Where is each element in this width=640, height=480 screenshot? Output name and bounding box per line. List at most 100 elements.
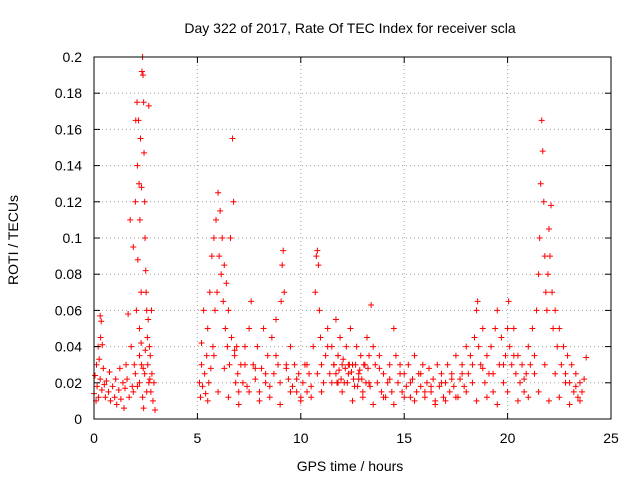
- data-point: [469, 379, 476, 386]
- data-point: [430, 376, 437, 383]
- data-point: [135, 117, 142, 124]
- data-point: [477, 361, 484, 368]
- data-point: [342, 365, 349, 372]
- data-point: [127, 216, 134, 223]
- data-point: [220, 298, 227, 305]
- data-point: [211, 307, 218, 314]
- data-point: [235, 401, 242, 408]
- data-point: [345, 370, 352, 377]
- data-point: [428, 383, 435, 390]
- data-point: [136, 325, 143, 332]
- data-point: [131, 361, 138, 368]
- data-point: [138, 68, 145, 75]
- data-point: [287, 343, 294, 350]
- data-point: [368, 301, 375, 308]
- data-point: [543, 307, 550, 314]
- data-point: [98, 318, 105, 325]
- data-point: [95, 394, 102, 401]
- data-point: [376, 365, 383, 372]
- data-point: [132, 198, 139, 205]
- data-point: [363, 334, 370, 341]
- data-point: [285, 376, 292, 383]
- data-point: [138, 339, 145, 346]
- y-axis-label: ROTI / TECUs: [5, 195, 21, 285]
- data-point: [239, 379, 246, 386]
- data-point: [97, 334, 104, 341]
- data-point: [428, 388, 435, 395]
- data-point: [324, 343, 331, 350]
- data-point: [145, 102, 152, 109]
- data-point: [446, 388, 453, 395]
- data-point: [293, 388, 300, 395]
- data-point: [198, 361, 205, 368]
- data-point: [502, 352, 509, 359]
- data-point: [481, 379, 488, 386]
- data-point: [246, 388, 253, 395]
- data-point: [227, 235, 234, 241]
- data-point: [335, 352, 342, 359]
- data-point: [119, 379, 126, 386]
- data-point: [97, 312, 104, 319]
- data-point: [293, 376, 300, 383]
- data-point: [548, 202, 555, 209]
- data-point: [419, 361, 426, 368]
- data-point: [510, 325, 517, 332]
- data-point: [258, 365, 265, 372]
- data-point: [336, 367, 343, 374]
- data-point: [474, 298, 481, 305]
- data-point: [508, 361, 515, 368]
- data-point: [390, 325, 397, 332]
- data-point: [475, 343, 482, 350]
- data-point: [346, 361, 353, 368]
- data-point: [527, 361, 534, 368]
- data-point: [535, 271, 542, 278]
- data-point: [479, 325, 486, 332]
- data-point: [566, 401, 573, 408]
- data-point: [97, 376, 104, 383]
- data-point: [498, 334, 505, 341]
- data-point: [579, 388, 586, 395]
- data-point: [275, 361, 282, 368]
- data-point: [208, 253, 215, 260]
- data-point: [572, 370, 579, 377]
- data-point: [407, 379, 414, 386]
- data-point: [546, 253, 553, 260]
- data-point: [426, 365, 433, 372]
- data-point: [523, 370, 530, 377]
- data-point: [536, 235, 543, 241]
- data-point: [531, 352, 538, 359]
- x-tick-label: 10: [293, 430, 309, 446]
- data-point: [279, 262, 286, 269]
- data-point: [504, 388, 511, 395]
- data-point: [299, 379, 306, 386]
- data-point: [467, 352, 474, 359]
- data-point: [136, 379, 143, 386]
- data-point: [147, 352, 154, 359]
- data-point: [506, 343, 513, 350]
- data-point: [233, 343, 240, 350]
- y-tick-label: 0.14: [55, 158, 82, 174]
- y-tick-label: 0: [74, 411, 82, 427]
- data-point: [109, 383, 116, 390]
- data-point: [339, 388, 346, 395]
- data-point: [539, 148, 546, 155]
- data-point: [223, 280, 230, 287]
- data-point: [540, 198, 547, 205]
- data-point: [505, 298, 512, 305]
- data-point: [210, 352, 217, 359]
- data-point: [124, 376, 131, 383]
- data-point: [500, 379, 507, 386]
- data-point: [378, 388, 385, 395]
- data-point: [411, 397, 418, 404]
- data-point: [142, 267, 149, 274]
- data-point: [564, 352, 571, 359]
- data-point: [328, 379, 335, 386]
- data-point: [554, 343, 561, 350]
- data-point: [205, 379, 212, 386]
- data-point: [142, 235, 149, 241]
- data-point: [397, 361, 404, 368]
- data-point: [318, 388, 325, 395]
- data-point: [270, 370, 277, 377]
